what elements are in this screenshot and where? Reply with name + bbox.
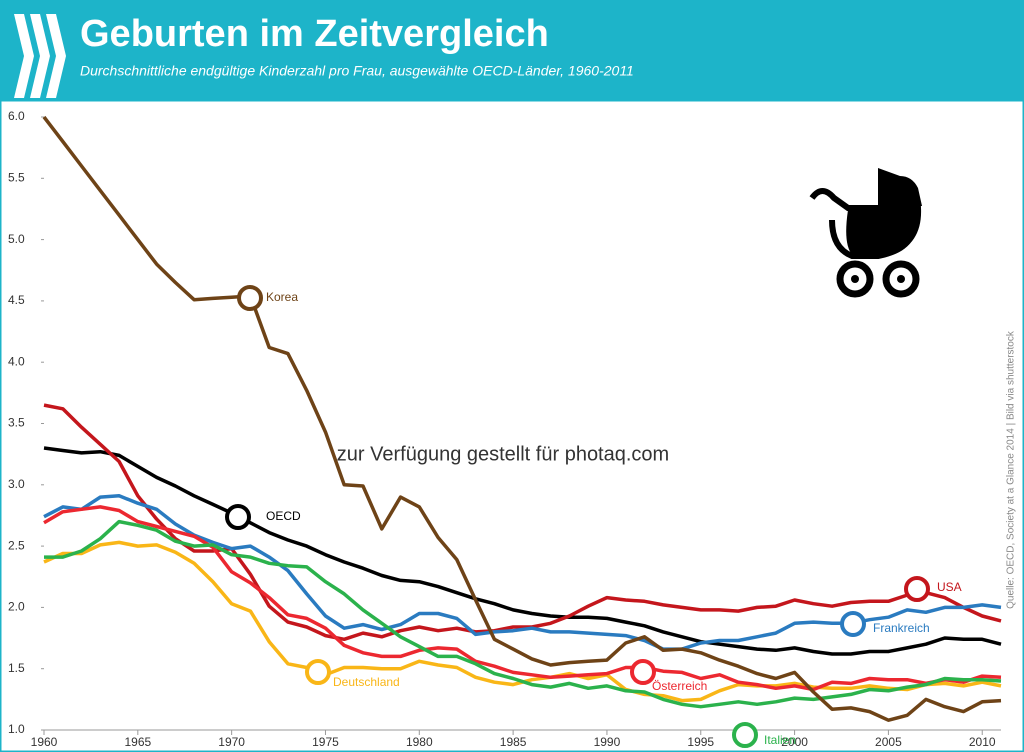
y-tick-label: 5.0 <box>8 232 25 246</box>
flag-icon <box>305 659 331 685</box>
y-tick-label: 2.0 <box>8 600 25 614</box>
stroller-icon <box>809 168 922 298</box>
logo <box>14 14 66 98</box>
x-tick-label: 1995 <box>687 735 714 749</box>
series-label: Korea <box>266 290 298 304</box>
series-label: OECD <box>266 509 301 523</box>
y-tick-label: 3.5 <box>8 416 25 430</box>
frame <box>0 98 1024 752</box>
x-tick-label: 2000 <box>781 735 808 749</box>
y-tick-label: 1.5 <box>8 661 25 675</box>
flag-icon <box>237 285 263 311</box>
series-label: Deutschland <box>333 675 400 689</box>
series-label: Österreich <box>652 679 707 693</box>
series-label: USA <box>937 580 962 594</box>
series-line <box>43 505 1002 692</box>
series-line <box>43 403 1002 642</box>
x-tick-label: 1965 <box>124 735 151 749</box>
y-tick-label: 5.5 <box>8 170 25 184</box>
series-label: Frankreich <box>873 621 930 635</box>
series-line <box>43 446 1002 656</box>
flag-icon <box>732 722 758 748</box>
chart-title: Geburten im Zeitvergleich <box>80 13 549 55</box>
y-tick-label: 4.0 <box>8 354 25 368</box>
source-note: Quelle: OECD, Society at a Glance 2014 |… <box>1006 330 1017 609</box>
x-tick-label: 1975 <box>312 735 339 749</box>
series-line <box>42 115 1002 722</box>
flag-icon <box>630 659 656 685</box>
flag-icon <box>904 576 930 602</box>
flag-icon <box>840 611 866 637</box>
y-tick-label: 6.0 <box>8 109 25 123</box>
flag-icon <box>225 504 251 530</box>
y-tick-label: 2.5 <box>8 538 25 552</box>
watermark: zur Verfügung gestellt für photaq.com <box>337 443 669 465</box>
x-tick-label: 2010 <box>969 735 996 749</box>
chart-subtitle: Durchschnittliche endgültige Kinderzahl … <box>80 63 634 79</box>
x-tick-label: 2005 <box>875 735 902 749</box>
x-tick-label: 1985 <box>500 735 527 749</box>
header-band <box>0 0 1024 100</box>
x-tick-label: 1990 <box>594 735 621 749</box>
series-line <box>44 519 1002 709</box>
x-tick-label: 1980 <box>406 735 433 749</box>
x-tick-label: 1960 <box>31 735 58 749</box>
y-tick-label: 4.5 <box>8 293 25 307</box>
y-tick-label: 3.0 <box>8 477 25 491</box>
series-label: Italien <box>764 733 796 747</box>
y-tick-label: 1.0 <box>8 722 25 736</box>
x-tick-label: 1970 <box>218 735 245 749</box>
